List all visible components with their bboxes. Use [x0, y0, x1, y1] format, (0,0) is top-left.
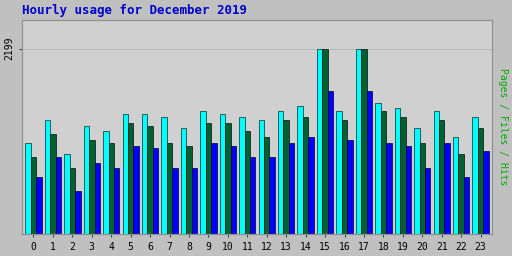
Bar [473, 117, 478, 256]
Bar [142, 114, 147, 256]
Bar [400, 117, 406, 256]
Bar [206, 123, 211, 256]
Bar [406, 146, 411, 256]
Bar [414, 129, 419, 256]
Bar [323, 49, 328, 256]
Bar [367, 91, 372, 256]
Bar [434, 111, 439, 256]
Bar [161, 117, 167, 256]
Bar [167, 143, 172, 256]
Bar [336, 111, 342, 256]
Bar [200, 111, 206, 256]
Bar [458, 154, 464, 256]
Bar [134, 146, 139, 256]
Bar [191, 168, 197, 256]
Bar [64, 154, 70, 256]
Bar [347, 140, 353, 256]
Bar [289, 143, 294, 256]
Bar [308, 137, 314, 256]
Bar [31, 157, 36, 256]
Bar [56, 157, 61, 256]
Bar [83, 125, 89, 256]
Y-axis label: Pages / Files / Hits: Pages / Files / Hits [498, 68, 508, 186]
Bar [75, 191, 80, 256]
Bar [70, 168, 75, 256]
Bar [328, 91, 333, 256]
Bar [114, 168, 119, 256]
Bar [483, 151, 489, 256]
Bar [317, 49, 323, 256]
Bar [269, 157, 275, 256]
Bar [220, 114, 225, 256]
Bar [245, 131, 250, 256]
Bar [419, 143, 425, 256]
Bar [278, 111, 284, 256]
Bar [109, 143, 114, 256]
Bar [230, 146, 236, 256]
Bar [25, 143, 31, 256]
Bar [122, 114, 128, 256]
Bar [444, 143, 450, 256]
Bar [395, 108, 400, 256]
Bar [439, 120, 444, 256]
Bar [356, 49, 361, 256]
Bar [211, 143, 217, 256]
Bar [36, 177, 41, 256]
Bar [264, 137, 269, 256]
Bar [45, 120, 50, 256]
Text: Hourly usage for December 2019: Hourly usage for December 2019 [22, 4, 247, 17]
Bar [186, 146, 191, 256]
Bar [375, 103, 381, 256]
Bar [50, 134, 56, 256]
Bar [361, 49, 367, 256]
Bar [239, 117, 245, 256]
Bar [259, 120, 264, 256]
Bar [225, 123, 230, 256]
Bar [297, 105, 303, 256]
Bar [95, 163, 100, 256]
Bar [103, 131, 109, 256]
Bar [381, 111, 386, 256]
Bar [284, 120, 289, 256]
Bar [172, 168, 178, 256]
Bar [342, 120, 347, 256]
Bar [153, 148, 158, 256]
Bar [89, 140, 95, 256]
Bar [478, 129, 483, 256]
Bar [181, 129, 186, 256]
Bar [303, 117, 308, 256]
Bar [128, 123, 134, 256]
Bar [453, 137, 458, 256]
Bar [386, 143, 392, 256]
Bar [464, 177, 470, 256]
Bar [250, 157, 255, 256]
Bar [147, 125, 153, 256]
Bar [425, 168, 431, 256]
